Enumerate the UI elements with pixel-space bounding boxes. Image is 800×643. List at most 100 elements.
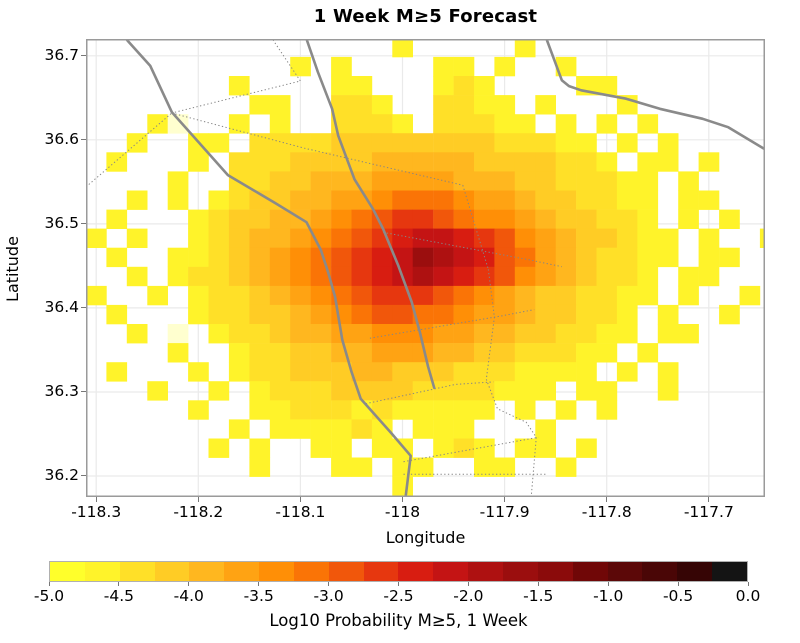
heatmap-cell	[474, 400, 495, 420]
heatmap-cell	[616, 324, 638, 344]
heatmap-cell	[678, 190, 699, 210]
heatmap-cell	[126, 190, 148, 210]
heatmap-cell	[453, 171, 475, 191]
heatmap-cell	[637, 266, 659, 287]
heatmap-cell	[228, 343, 250, 363]
heatmap-cell	[514, 209, 536, 229]
heatmap-cell	[433, 438, 454, 458]
heatmap-cell	[208, 266, 230, 287]
heatmap-cell	[514, 37, 536, 58]
heatmap-cell	[433, 266, 454, 287]
heatmap-cell	[555, 362, 577, 382]
heatmap-cell	[290, 266, 311, 287]
x-axis-label: Longitude	[385, 528, 466, 547]
heatmap-cell	[351, 247, 373, 268]
heatmap-cell	[494, 457, 516, 477]
colorbar-segment	[468, 562, 503, 581]
heatmap-cell	[535, 171, 556, 191]
heatmap-cell	[167, 266, 189, 287]
heatmap-cell	[351, 209, 373, 229]
heatmap-cell	[474, 190, 495, 210]
heatmap-cell	[228, 114, 250, 134]
heatmap-cell	[576, 266, 597, 287]
colorbar-tick-label: -3.5	[243, 587, 274, 605]
heatmap-cell	[208, 247, 230, 268]
heatmap-cell	[371, 362, 393, 382]
heatmap-cell	[249, 190, 271, 210]
heatmap-cell	[514, 152, 536, 172]
heatmap-cell	[657, 362, 679, 382]
x-tick-label: -117.8	[581, 503, 632, 521]
heatmap-cell	[412, 400, 434, 420]
heatmap-cell	[453, 266, 475, 287]
colorbar-tick-label: -4.5	[103, 587, 135, 605]
heatmap-cell	[412, 133, 434, 153]
y-tick-mark	[81, 475, 86, 477]
heatmap-cell	[453, 76, 475, 96]
heatmap-cell	[616, 228, 638, 248]
heatmap-cell	[453, 133, 475, 153]
heatmap-cell	[249, 438, 271, 458]
heatmap-cell	[331, 56, 352, 77]
heatmap-cell	[433, 190, 454, 210]
heatmap-cell	[269, 285, 291, 306]
heatmap-cell	[249, 133, 271, 153]
colorbar-tick-label: -1.5	[523, 587, 554, 605]
heatmap-cell	[494, 285, 516, 306]
heatmap-cell	[269, 114, 291, 134]
fault-section-outline	[85, 112, 173, 188]
heatmap-cell	[310, 133, 332, 153]
heatmap-cell	[310, 400, 332, 420]
colorbar-segment	[119, 562, 155, 581]
heatmap-cell	[474, 324, 495, 344]
heatmap-cell	[228, 76, 250, 96]
heatmap-cell	[310, 209, 332, 229]
x-tick-mark	[708, 497, 710, 502]
heatmap-cell	[147, 381, 168, 401]
heatmap-cell	[453, 114, 475, 134]
heatmap-cell	[657, 324, 679, 344]
heatmap-cell	[249, 304, 271, 325]
colorbar-segment	[154, 562, 190, 581]
heatmap-cell	[351, 419, 373, 439]
heatmap-cell	[371, 304, 393, 325]
heatmap-cell	[290, 247, 311, 268]
heatmap-cell	[412, 419, 434, 439]
heatmap-cell	[351, 304, 373, 325]
heatmap-cell	[576, 133, 597, 153]
colorbar-segment	[363, 562, 399, 581]
heatmap-cell	[616, 304, 638, 325]
heatmap-cell	[596, 400, 618, 420]
heatmap-cell	[392, 228, 413, 248]
y-axis-label: Latitude	[3, 236, 22, 302]
heatmap-cell	[331, 419, 352, 439]
heatmap-cell	[474, 247, 495, 268]
heatmap-cell	[371, 95, 393, 115]
heatmap-cell	[126, 266, 148, 287]
heatmap-cell	[596, 114, 618, 134]
colorbar-tick-mark	[398, 582, 399, 586]
heatmap-cell	[596, 209, 618, 229]
heatmap-cell	[392, 381, 413, 401]
heatmap-cell	[188, 304, 209, 325]
heatmap-cell	[331, 190, 352, 210]
heatmap-cell	[474, 133, 495, 153]
heatmap-cell	[351, 228, 373, 248]
colorbar-segment	[642, 562, 678, 581]
fault-line	[125, 38, 413, 499]
heatmap-cell	[453, 419, 475, 439]
heatmap-cell	[228, 190, 250, 210]
heatmap-cell	[433, 247, 454, 268]
heatmap-cell	[106, 152, 128, 172]
heatmap-cell	[310, 304, 332, 325]
heatmap-cell	[290, 343, 311, 363]
heatmap-cell	[351, 362, 373, 382]
heatmap-cell	[494, 343, 516, 363]
heatmap-cell	[637, 114, 659, 134]
heatmap-cell	[208, 133, 230, 153]
heatmap-cell	[208, 209, 230, 229]
chart-title: 1 Week M≥5 Forecast	[313, 6, 538, 27]
heatmap-cell	[249, 285, 271, 306]
heatmap-cell	[228, 419, 250, 439]
